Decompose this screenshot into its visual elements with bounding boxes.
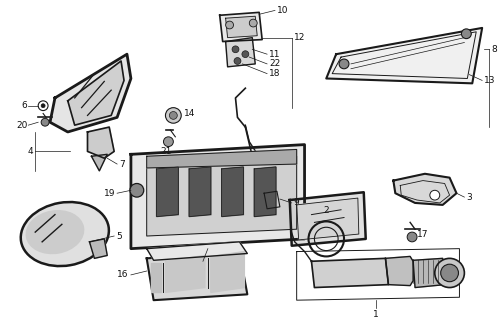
Text: 5: 5 xyxy=(116,231,122,241)
Text: 2: 2 xyxy=(323,206,329,215)
Circle shape xyxy=(435,258,464,288)
Polygon shape xyxy=(50,54,131,132)
Polygon shape xyxy=(151,263,160,292)
Text: 9: 9 xyxy=(294,198,299,207)
Polygon shape xyxy=(385,256,413,285)
Circle shape xyxy=(234,58,241,64)
Text: 1: 1 xyxy=(373,310,378,319)
Text: 21: 21 xyxy=(160,147,172,156)
Circle shape xyxy=(226,21,234,29)
Ellipse shape xyxy=(25,210,84,254)
Polygon shape xyxy=(413,258,445,288)
Polygon shape xyxy=(165,255,205,292)
Text: 8: 8 xyxy=(491,45,497,54)
Text: 6: 6 xyxy=(21,101,27,110)
Polygon shape xyxy=(222,167,244,217)
Polygon shape xyxy=(297,198,359,240)
Polygon shape xyxy=(68,61,124,125)
Text: 16: 16 xyxy=(118,270,129,279)
Circle shape xyxy=(430,190,440,200)
Text: 15: 15 xyxy=(195,265,207,274)
Polygon shape xyxy=(290,192,366,246)
Circle shape xyxy=(130,183,144,197)
Circle shape xyxy=(441,264,459,282)
Polygon shape xyxy=(226,16,257,38)
Circle shape xyxy=(462,29,471,39)
Text: 4: 4 xyxy=(27,147,33,156)
Text: 22: 22 xyxy=(269,60,280,68)
Circle shape xyxy=(242,51,249,58)
Polygon shape xyxy=(264,191,280,209)
Polygon shape xyxy=(131,145,305,249)
Polygon shape xyxy=(211,252,245,292)
Text: 18: 18 xyxy=(269,69,280,78)
Text: 10: 10 xyxy=(277,6,288,15)
Polygon shape xyxy=(254,167,276,217)
Ellipse shape xyxy=(21,202,109,266)
Circle shape xyxy=(249,19,257,27)
Circle shape xyxy=(163,137,173,147)
Circle shape xyxy=(407,232,417,242)
Polygon shape xyxy=(189,167,211,217)
Circle shape xyxy=(169,112,177,119)
Text: 7: 7 xyxy=(119,160,125,169)
Circle shape xyxy=(41,118,49,126)
Polygon shape xyxy=(147,242,248,260)
Polygon shape xyxy=(226,38,255,67)
Polygon shape xyxy=(326,28,482,83)
Circle shape xyxy=(165,108,181,123)
Polygon shape xyxy=(147,149,297,168)
Polygon shape xyxy=(147,156,297,236)
Text: 3: 3 xyxy=(466,193,472,202)
Text: 12: 12 xyxy=(294,33,305,42)
Polygon shape xyxy=(147,252,248,300)
Polygon shape xyxy=(220,12,262,42)
Polygon shape xyxy=(311,258,388,288)
Polygon shape xyxy=(156,167,178,217)
Text: 11: 11 xyxy=(269,50,280,59)
Polygon shape xyxy=(92,154,107,171)
Polygon shape xyxy=(90,239,107,258)
Text: 13: 13 xyxy=(484,76,496,85)
Text: 17: 17 xyxy=(417,229,428,238)
Text: 14: 14 xyxy=(184,109,196,118)
Polygon shape xyxy=(88,127,114,158)
Circle shape xyxy=(41,104,45,108)
Text: 19: 19 xyxy=(104,189,115,198)
Polygon shape xyxy=(393,174,457,205)
Circle shape xyxy=(38,101,48,111)
Text: 20: 20 xyxy=(16,121,27,130)
Circle shape xyxy=(232,46,239,53)
Circle shape xyxy=(339,59,349,69)
